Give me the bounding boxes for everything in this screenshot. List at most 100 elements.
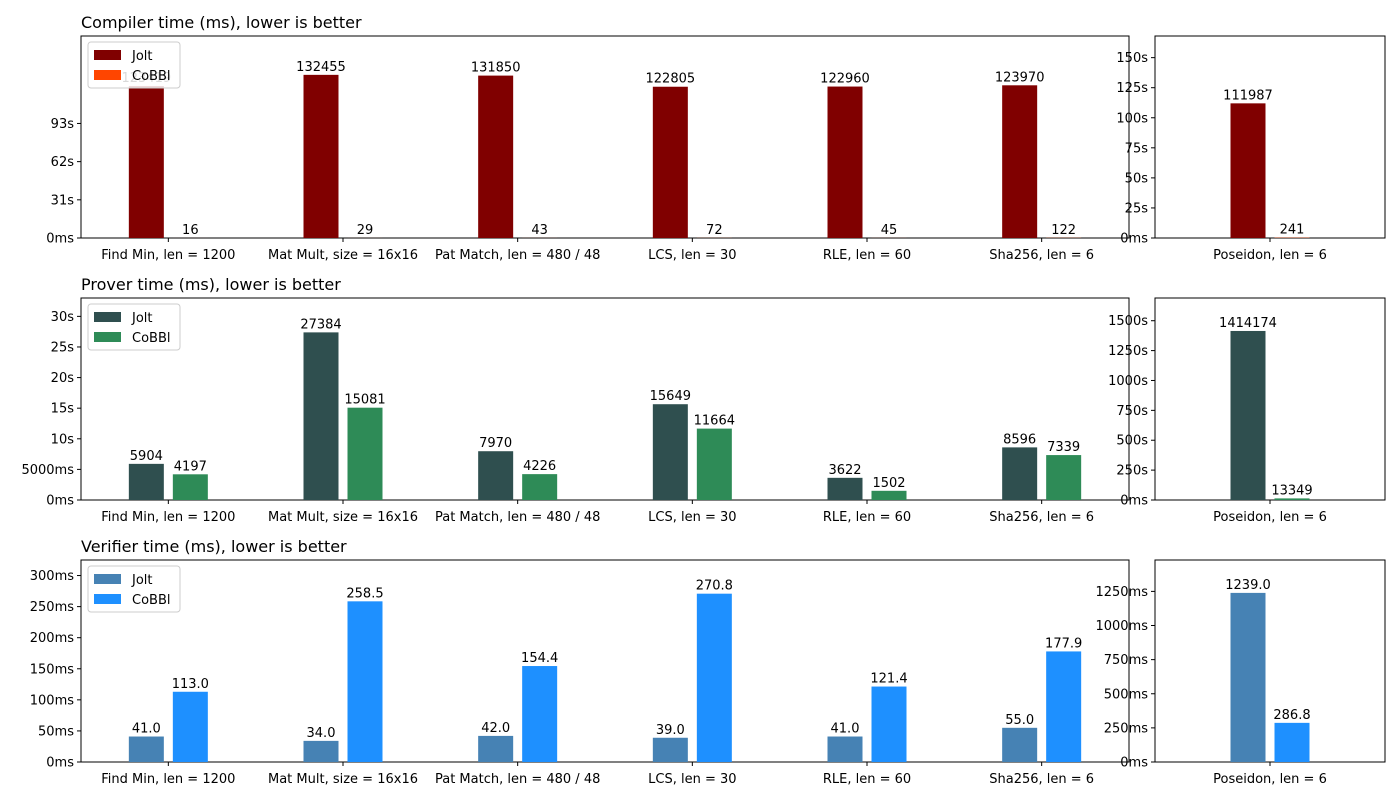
- x-tick-label: RLE, len = 60: [823, 248, 911, 263]
- x-tick-label: Find Min, len = 1200: [101, 248, 235, 263]
- x-tick-label: Pat Match, len = 480 / 48: [435, 772, 600, 787]
- y-tick-label: 50ms: [38, 724, 74, 739]
- data-label-cobbl: 4197: [174, 459, 207, 474]
- x-tick-label: Poseidon, len = 6: [1213, 772, 1327, 787]
- y-tick-label: 750ms: [1104, 653, 1148, 668]
- y-tick-label: 500s: [1116, 434, 1148, 449]
- bar-cobbl-lcs-len-30: [696, 428, 732, 500]
- bar-cobbl-sha256-len-6: [1046, 651, 1082, 762]
- y-tick-label: 250ms: [1104, 721, 1148, 736]
- x-tick-label: LCS, len = 30: [648, 248, 736, 263]
- y-tick-label: 25s: [1125, 201, 1149, 216]
- bar-cobbl-lcs-len-30: [696, 593, 732, 762]
- bar-jolt-rle-len-60: [827, 736, 863, 762]
- legend-swatch-cobbl: [94, 594, 121, 604]
- panel-verifier-main: 0ms 50ms 100ms 150ms 200ms 250ms 300ms Find Min…: [30, 537, 1130, 787]
- data-label-cobbl: 270.8: [696, 579, 733, 594]
- data-label-jolt: 132455: [296, 60, 346, 75]
- legend-label-cobbl: CoBBl: [132, 593, 170, 608]
- legend: Jolt CoBBl: [87, 41, 181, 89]
- y-tick-label: 0ms: [1120, 494, 1148, 509]
- x-tick-label: LCS, len = 30: [648, 510, 736, 525]
- y-tick-label: 1250ms: [1095, 585, 1148, 600]
- data-label-jolt: 7970: [479, 436, 512, 451]
- data-label-cobbl: 72: [706, 223, 723, 238]
- bar-jolt-lcs-len-30: [652, 737, 688, 762]
- y-tick-label: 10s: [51, 432, 75, 447]
- data-label-jolt: 8596: [1003, 432, 1036, 447]
- bar-jolt-poseidon-len-6: [1230, 592, 1266, 762]
- data-label-cobbl: 29: [357, 223, 374, 238]
- bar-jolt-find-min-len-1200: [128, 463, 164, 500]
- y-tick-label: 150ms: [30, 662, 74, 677]
- data-label-cobbl: 4226: [523, 459, 556, 474]
- y-tick-label: 25s: [51, 340, 75, 355]
- legend-swatch-jolt: [94, 574, 121, 584]
- bar-jolt-lcs-len-30: [652, 404, 688, 500]
- y-tick-label: 300ms: [30, 569, 74, 584]
- y-tick-label: 62s: [51, 155, 75, 170]
- bar-cobbl-poseidon-len-6: [1274, 498, 1310, 500]
- legend: Jolt CoBBl: [87, 303, 181, 351]
- panel-verifier-side: 0ms 250ms 500ms 750ms 1000ms 1250ms Poseidon, …: [1095, 559, 1386, 787]
- y-tick-label: 20s: [51, 371, 75, 386]
- bar-cobbl-rle-len-60: [871, 490, 907, 500]
- bar-cobbl-find-min-len-1200: [172, 691, 208, 762]
- y-tick-label: 50s: [1125, 171, 1149, 186]
- bar-cobbl-rle-len-60: [871, 686, 907, 762]
- data-label-jolt: 131850: [471, 61, 521, 76]
- y-tick-label: 0ms: [1120, 232, 1148, 247]
- bar-jolt-find-min-len-1200: [128, 85, 164, 238]
- data-label-jolt: 123970: [995, 70, 1045, 85]
- legend-label-jolt: Jolt: [131, 573, 153, 588]
- panel-prover-side: 0ms 250s 500s 750s 1000s 1250s 1500s Poseidon, …: [1108, 297, 1386, 525]
- x-tick-label: LCS, len = 30: [648, 772, 736, 787]
- y-tick-label: 1250s: [1108, 344, 1148, 359]
- data-label-cobbl: 13349: [1271, 483, 1312, 498]
- y-tick-label: 5000ms: [21, 463, 74, 478]
- x-tick-label: Poseidon, len = 6: [1213, 510, 1327, 525]
- bar-jolt-pat-match-len-480-48: [478, 75, 514, 238]
- legend-swatch-jolt: [94, 312, 121, 322]
- bar-jolt-sha256-len-6: [1002, 727, 1038, 762]
- data-label-cobbl: 16: [182, 223, 199, 238]
- y-tick-label: 250s: [1116, 464, 1148, 479]
- bar-cobbl-pat-match-len-480-48: [522, 474, 558, 500]
- x-tick-label: Mat Mult, size = 16x16: [268, 510, 418, 525]
- bar-cobbl-poseidon-len-6: [1274, 722, 1310, 762]
- data-label-cobbl: 241: [1280, 223, 1305, 238]
- bar-jolt-lcs-len-30: [652, 86, 688, 239]
- bar-cobbl-mat-mult-size-16x16: [347, 601, 383, 762]
- data-label-cobbl: 7339: [1047, 440, 1080, 455]
- data-label-jolt: 15649: [650, 389, 691, 404]
- bar-jolt-rle-len-60: [827, 477, 863, 500]
- data-label-cobbl: 286.8: [1273, 708, 1310, 723]
- data-label-cobbl: 1502: [872, 476, 905, 491]
- bar-jolt-sha256-len-6: [1002, 85, 1038, 239]
- data-label-cobbl: 258.5: [346, 586, 383, 601]
- y-tick-label: 0ms: [1120, 756, 1148, 771]
- bar-jolt-poseidon-len-6: [1230, 330, 1266, 500]
- bar-jolt-mat-mult-size-16x16: [303, 74, 339, 238]
- y-tick-label: 1500s: [1108, 314, 1148, 329]
- axes-frame: [1154, 35, 1386, 239]
- y-tick-label: 500ms: [1104, 687, 1148, 702]
- data-label-jolt: 42.0: [481, 721, 510, 736]
- data-label-cobbl: 43: [531, 223, 548, 238]
- bar-cobbl-mat-mult-size-16x16: [347, 407, 383, 500]
- legend-label-cobbl: CoBBl: [132, 331, 170, 346]
- y-tick-label: 0ms: [46, 494, 74, 509]
- data-label-jolt: 111987: [1223, 88, 1273, 103]
- bar-cobbl-sha256-len-6: [1046, 455, 1082, 500]
- bar-cobbl-find-min-len-1200: [172, 474, 208, 500]
- x-tick-label: Sha256, len = 6: [989, 510, 1094, 525]
- chart-title: Compiler time (ms), lower is better: [81, 13, 362, 32]
- x-tick-label: RLE, len = 60: [823, 772, 911, 787]
- y-tick-label: 31s: [51, 193, 75, 208]
- x-tick-label: RLE, len = 60: [823, 510, 911, 525]
- bar-jolt-find-min-len-1200: [128, 736, 164, 762]
- legend-label-cobbl: CoBBl: [132, 69, 170, 84]
- y-tick-label: 750s: [1116, 404, 1148, 419]
